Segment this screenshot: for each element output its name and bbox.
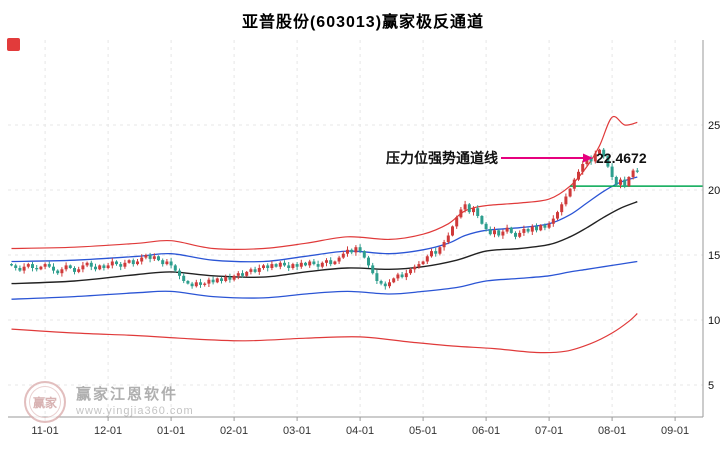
candles-layer xyxy=(10,148,639,290)
page-title: 亚普股份(603013)赢家极反通道 xyxy=(241,14,485,31)
x-tick-label: 01-01 xyxy=(157,425,185,437)
watermark-brand: 赢家江恩软件 xyxy=(76,386,179,403)
watermark-text: 赢家江恩软件 www.yingjia360.com xyxy=(76,386,194,418)
y-tick-label: 25 xyxy=(708,120,720,132)
red-marker-icon xyxy=(7,38,20,51)
x-tick-label: 06-01 xyxy=(472,425,500,437)
y-tick-label: 5 xyxy=(708,380,714,392)
y-tick-label: 10 xyxy=(708,315,720,327)
x-tick-label: 08-01 xyxy=(598,425,626,437)
pressure-annotation: 压力位强势通道线 22.4672 xyxy=(386,147,647,169)
pressure-value: 22.4672 xyxy=(596,149,647,166)
x-tick-label: 05-01 xyxy=(409,425,437,437)
x-tick-label: 09-01 xyxy=(661,425,689,437)
pressure-label: 压力位强势通道线 xyxy=(386,149,498,166)
watermark: 赢家 赢家江恩软件 www.yingjia360.com xyxy=(24,381,194,423)
watermark-logo-icon: 赢家 xyxy=(24,381,66,423)
y-tick-label: 15 xyxy=(708,250,720,262)
channel-line-upper-red xyxy=(11,115,638,250)
x-tick-label: 04-01 xyxy=(346,425,374,437)
channel-line-lower-blue xyxy=(11,260,638,300)
channel-line-lower-red xyxy=(11,313,638,354)
x-tick-label: 02-01 xyxy=(220,425,248,437)
channel-line-mid-black xyxy=(11,201,638,285)
x-tick-label: 12-01 xyxy=(94,425,122,437)
x-tick-label: 03-01 xyxy=(283,425,311,437)
y-tick-label: 20 xyxy=(708,185,720,197)
watermark-url: www.yingjia360.com xyxy=(76,405,194,417)
x-tick-label: 11-01 xyxy=(31,425,58,437)
axis-layer: 25 20 15 10 5 11-01 12-01 01-01 02-01 03-01 04-01 0… xyxy=(8,40,720,437)
pressure-arrow-icon xyxy=(501,152,593,164)
channel-lines-layer xyxy=(11,115,638,354)
channel-line-upper-blue xyxy=(11,176,638,263)
watermark-logo-text: 赢家 xyxy=(32,395,57,410)
x-tick-label: 07-01 xyxy=(535,425,563,437)
grid-layer xyxy=(8,40,703,417)
